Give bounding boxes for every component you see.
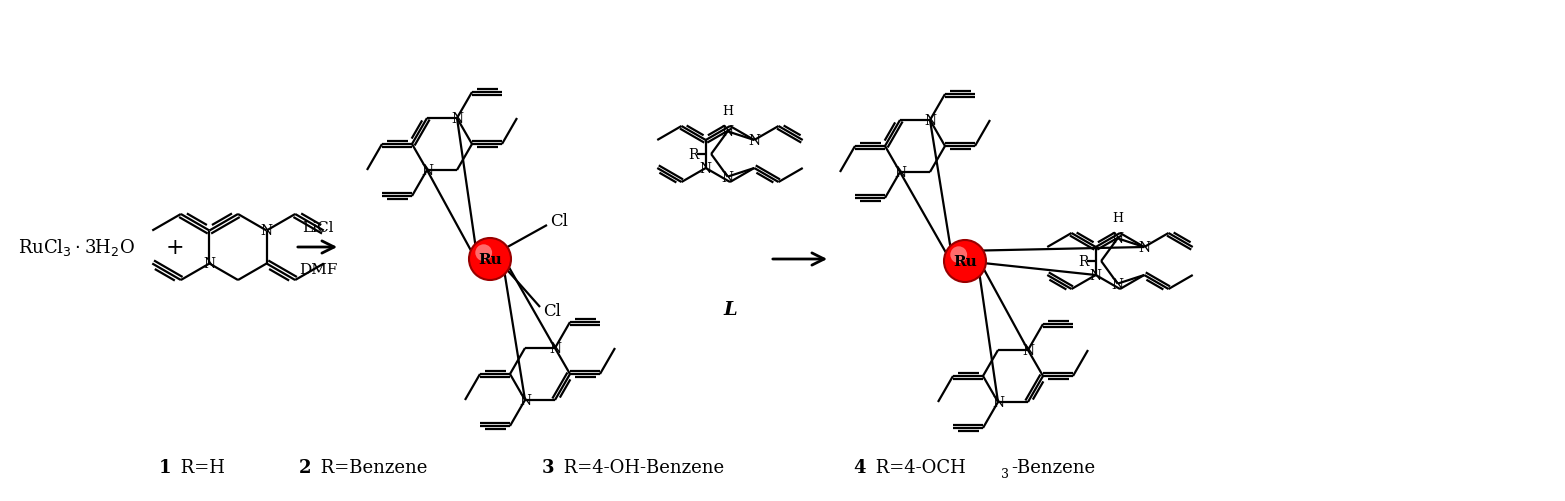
Text: Cl: Cl: [549, 213, 568, 230]
Circle shape: [476, 245, 491, 262]
Text: 1: 1: [158, 458, 171, 476]
Text: N: N: [520, 393, 531, 407]
Text: L: L: [723, 301, 737, 318]
Text: N: N: [260, 224, 272, 238]
Text: RuCl$_3\cdot$3H$_2$O: RuCl$_3\cdot$3H$_2$O: [19, 237, 135, 258]
Text: H: H: [1113, 212, 1124, 225]
Circle shape: [950, 247, 967, 264]
Text: N: N: [1111, 277, 1124, 291]
Text: Cl: Cl: [543, 303, 560, 320]
Text: N: N: [451, 112, 463, 126]
Text: 3: 3: [541, 458, 554, 476]
Text: R=H: R=H: [175, 458, 225, 476]
Text: N: N: [1138, 240, 1150, 255]
Text: LiCl: LiCl: [302, 220, 333, 234]
Text: N: N: [1111, 232, 1124, 246]
Text: R=4-OH-Benzene: R=4-OH-Benzene: [559, 458, 725, 476]
Circle shape: [470, 238, 512, 281]
Text: +: +: [166, 236, 185, 259]
Text: N: N: [923, 114, 936, 128]
Text: 4: 4: [854, 458, 867, 476]
Text: DMF: DMF: [299, 263, 336, 277]
Text: N: N: [203, 257, 216, 271]
Text: R=4-OCH: R=4-OCH: [870, 458, 966, 476]
Circle shape: [944, 240, 986, 283]
Text: Ru: Ru: [479, 253, 502, 267]
Text: N: N: [894, 166, 906, 180]
Text: N: N: [549, 341, 562, 355]
Text: N: N: [748, 134, 761, 148]
Text: Ru: Ru: [953, 255, 977, 269]
Text: N: N: [721, 125, 734, 139]
Text: N: N: [1089, 269, 1102, 283]
Text: R: R: [1078, 255, 1088, 269]
Text: 2: 2: [299, 458, 311, 476]
Text: N: N: [700, 162, 712, 176]
Text: 3: 3: [1002, 467, 1009, 480]
Text: N: N: [721, 170, 734, 184]
Text: R: R: [689, 148, 698, 162]
Text: R=Benzene: R=Benzene: [315, 458, 427, 476]
Text: N: N: [992, 395, 1005, 409]
Text: N: N: [421, 164, 434, 178]
Text: N: N: [1022, 343, 1034, 357]
Text: -Benzene: -Benzene: [1011, 458, 1096, 476]
Text: H: H: [721, 105, 732, 118]
